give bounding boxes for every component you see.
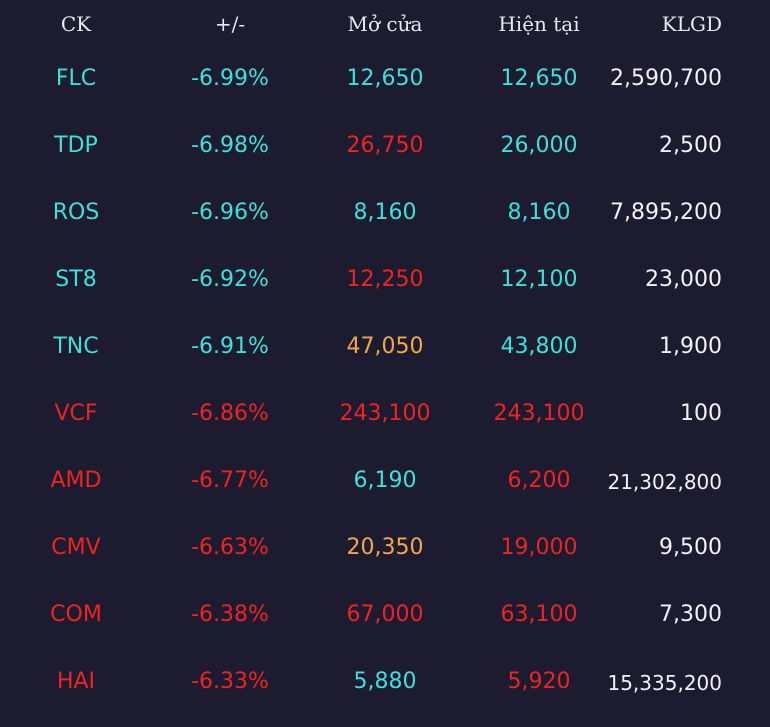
cell-ck: TNC [53, 334, 99, 359]
cell-volume: 100 [680, 401, 722, 426]
table-row: ROS -6.96% 8,160 8,160 7,895,200 [0, 180, 770, 247]
cell-open: 243,100 [339, 401, 431, 426]
table-row: FLC -6.99% 12,650 12,650 2,590,700 [0, 46, 770, 113]
table-header: CK +/- Mở cửa Hiện tại KLGD [0, 0, 770, 46]
cell-change: -6.92% [191, 267, 269, 292]
cell-change: -6.96% [191, 200, 269, 225]
cell-volume: 2,500 [659, 133, 722, 158]
cell-open: 67,000 [346, 602, 424, 627]
cell-ck: ROS [52, 200, 100, 225]
cell-open: 8,160 [353, 200, 417, 225]
cell-volume: 23,000 [645, 267, 722, 292]
header-current: Hiện tại [498, 12, 580, 36]
header-ck: CK [60, 12, 92, 36]
cell-volume: 21,302,800 [607, 470, 722, 494]
cell-current: 243,100 [493, 401, 585, 426]
cell-volume: 7,895,200 [610, 200, 722, 225]
cell-current: 5,920 [507, 669, 571, 694]
table-row: TDP -6.98% 26,750 26,000 2,500 [0, 113, 770, 180]
cell-ck: AMD [50, 468, 102, 493]
table-row: VCF -6.86% 243,100 243,100 100 [0, 381, 770, 448]
cell-current: 12,100 [500, 267, 578, 292]
cell-volume: 9,500 [659, 535, 722, 560]
cell-ck: TDP [54, 133, 98, 158]
table-row: COM -6.38% 67,000 63,100 7,300 [0, 582, 770, 649]
header-change: +/- [214, 12, 246, 36]
table-row: HAI -6.33% 5,880 5,920 15,335,200 [0, 649, 770, 716]
cell-change: -6.63% [191, 535, 269, 560]
cell-open: 12,650 [346, 66, 424, 91]
cell-change: -6.91% [191, 334, 269, 359]
cell-current: 63,100 [500, 602, 578, 627]
cell-open: 6,190 [353, 468, 417, 493]
cell-change: -6.98% [191, 133, 269, 158]
cell-open: 47,050 [346, 334, 424, 359]
cell-open: 5,880 [353, 669, 417, 694]
cell-ck: CMV [51, 535, 101, 560]
table-row: TNC -6.91% 47,050 43,800 1,900 [0, 314, 770, 381]
cell-ck: FLC [55, 66, 97, 91]
cell-current: 19,000 [500, 535, 578, 560]
header-volume: KLGD [661, 12, 722, 36]
cell-change: -6.86% [191, 401, 269, 426]
cell-volume: 2,590,700 [610, 66, 722, 91]
table-row: AMD -6.77% 6,190 6,200 21,302,800 [0, 448, 770, 515]
cell-current: 26,000 [500, 133, 578, 158]
cell-change: -6.38% [191, 602, 269, 627]
header-open: Mở cửa [347, 12, 423, 36]
table-row: CMV -6.63% 20,350 19,000 9,500 [0, 515, 770, 582]
cell-ck: VCF [54, 401, 98, 426]
cell-ck: HAI [56, 669, 96, 694]
cell-change: -6.33% [191, 669, 269, 694]
table-row: ST8 -6.92% 12,250 12,100 23,000 [0, 247, 770, 314]
cell-change: -6.99% [191, 66, 269, 91]
cell-ck: COM [50, 602, 102, 627]
cell-open: 26,750 [346, 133, 424, 158]
cell-ck: ST8 [55, 267, 97, 292]
cell-current: 6,200 [507, 468, 571, 493]
table-body: FLC -6.99% 12,650 12,650 2,590,700 TDP -6.98% 2… [0, 46, 770, 716]
cell-open: 12,250 [346, 267, 424, 292]
cell-volume: 1,900 [659, 334, 722, 359]
cell-volume: 15,335,200 [607, 671, 722, 695]
cell-change: -6.77% [191, 468, 269, 493]
cell-current: 43,800 [500, 334, 578, 359]
cell-open: 20,350 [346, 535, 424, 560]
cell-current: 12,650 [500, 66, 578, 91]
cell-current: 8,160 [507, 200, 571, 225]
cell-volume: 7,300 [659, 602, 722, 627]
